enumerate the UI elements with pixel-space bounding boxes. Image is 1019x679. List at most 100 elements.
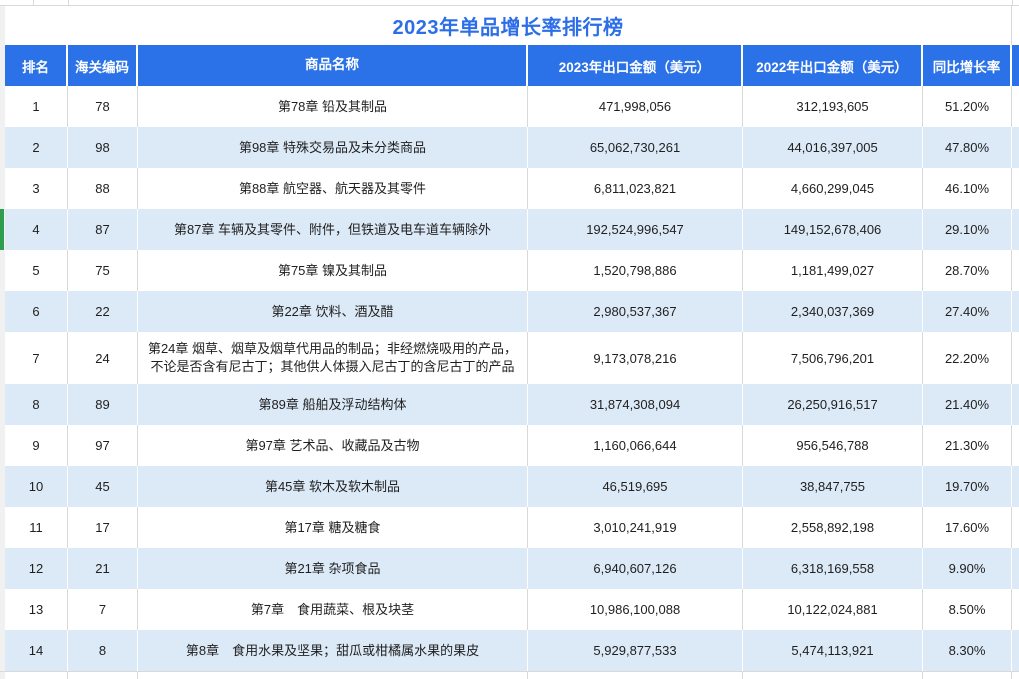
cell-growth-rate[interactable]: 22.20% (923, 332, 1012, 384)
cell-export-2023[interactable]: 46,519,695 (528, 466, 743, 507)
cell-product-name[interactable]: 第24章 烟草、烟草及烟草代用品的制品；非经燃烧吸用的产品，不论是否含有尼古丁；… (138, 332, 528, 384)
cell-customs-code[interactable]: 24 (68, 332, 138, 384)
cell-growth-rate[interactable]: 8.30% (923, 630, 1012, 671)
table-row[interactable]: 9 97 第97章 艺术品、收藏品及古物 1,160,066,644 956,5… (0, 425, 1019, 466)
cell-export-2023[interactable]: 9,173,078,216 (528, 332, 743, 384)
cell-customs-code[interactable]: 97 (68, 425, 138, 466)
cell-growth-rate[interactable]: 17.60% (923, 507, 1012, 548)
cell-export-2023[interactable]: 6,940,607,126 (528, 548, 743, 589)
cell-customs-code[interactable]: 21 (68, 548, 138, 589)
table-row[interactable]: 12 21 第21章 杂项食品 6,940,607,126 6,318,169,… (0, 548, 1019, 589)
cell-growth-rate[interactable]: 47.80% (923, 127, 1012, 168)
column-header-product-name[interactable]: 商品名称 (138, 45, 528, 86)
cell-rank[interactable]: 1 (5, 86, 68, 127)
cell-export-2022[interactable]: 7,506,796,201 (743, 332, 923, 384)
cell-customs-code[interactable]: 98 (68, 127, 138, 168)
cell-customs-code[interactable]: 8 (68, 630, 138, 671)
cell-rank[interactable]: 6 (5, 291, 68, 332)
cell-export-2023[interactable]: 1,160,066,644 (528, 425, 743, 466)
cell-rank[interactable]: 11 (5, 507, 68, 548)
column-header-growth-rate[interactable]: 同比增长率 (923, 45, 1012, 86)
cell-customs-code[interactable]: 87 (68, 209, 138, 250)
column-header-export-2023[interactable]: 2023年出口金额（美元） (528, 45, 743, 86)
cell-product-name[interactable]: 第45章 软木及软木制品 (138, 466, 528, 507)
cell-growth-rate[interactable]: 51.20% (923, 86, 1012, 127)
column-header-export-2022[interactable]: 2022年出口金额（美元） (743, 45, 923, 86)
cell-export-2022[interactable]: 4,660,299,045 (743, 168, 923, 209)
cell-growth-rate[interactable]: 27.40% (923, 291, 1012, 332)
table-row[interactable]: 7 24 第24章 烟草、烟草及烟草代用品的制品；非经燃烧吸用的产品，不论是否含… (0, 332, 1019, 384)
cell-customs-code[interactable]: 17 (68, 507, 138, 548)
table-row[interactable]: 14 8 第8章 食用水果及坚果；甜瓜或柑橘属水果的果皮 5,929,877,5… (0, 630, 1019, 671)
cell-rank[interactable]: 7 (5, 332, 68, 384)
cell-rank[interactable]: 10 (5, 466, 68, 507)
cell-rank[interactable]: 3 (5, 168, 68, 209)
cell-product-name[interactable]: 第17章 糖及糖食 (138, 507, 528, 548)
cell-customs-code[interactable]: 75 (68, 250, 138, 291)
cell-product-name[interactable]: 第78章 铅及其制品 (138, 86, 528, 127)
cell-growth-rate[interactable]: 21.40% (923, 384, 1012, 425)
cell-product-name[interactable]: 第98章 特殊交易品及未分类商品 (138, 127, 528, 168)
table-row[interactable]: 2 98 第98章 特殊交易品及未分类商品 65,062,730,261 44,… (0, 127, 1019, 168)
cell-export-2022[interactable]: 312,193,605 (743, 86, 923, 127)
cell-rank[interactable]: 2 (5, 127, 68, 168)
cell-export-2023[interactable]: 192,524,996,547 (528, 209, 743, 250)
cell-growth-rate[interactable]: 19.70% (923, 466, 1012, 507)
cell-customs-code[interactable]: 78 (68, 86, 138, 127)
cell-export-2022[interactable]: 38,847,755 (743, 466, 923, 507)
cell-product-name[interactable]: 第88章 航空器、航天器及其零件 (138, 168, 528, 209)
cell-growth-rate[interactable]: 28.70% (923, 250, 1012, 291)
cell-export-2023[interactable]: 471,998,056 (528, 86, 743, 127)
cell-product-name[interactable]: 第75章 镍及其制品 (138, 250, 528, 291)
cell-product-name[interactable]: 第8章 食用水果及坚果；甜瓜或柑橘属水果的果皮 (138, 630, 528, 671)
cell-product-name[interactable]: 第7章 食用蔬菜、根及块茎 (138, 589, 528, 630)
cell-customs-code[interactable]: 22 (68, 291, 138, 332)
cell-product-name[interactable]: 第97章 艺术品、收藏品及古物 (138, 425, 528, 466)
cell-product-name[interactable]: 第89章 船舶及浮动结构体 (138, 384, 528, 425)
cell-export-2023[interactable]: 65,062,730,261 (528, 127, 743, 168)
cell-customs-code[interactable]: 89 (68, 384, 138, 425)
cell-export-2022[interactable]: 10,122,024,881 (743, 589, 923, 630)
cell-rank[interactable]: 9 (5, 425, 68, 466)
cell-export-2022[interactable]: 5,474,113,921 (743, 630, 923, 671)
cell-growth-rate[interactable]: 46.10% (923, 168, 1012, 209)
cell-export-2022[interactable]: 149,152,678,406 (743, 209, 923, 250)
table-row[interactable]: 1 78 第78章 铅及其制品 471,998,056 312,193,605 … (0, 86, 1019, 127)
cell-customs-code[interactable]: 88 (68, 168, 138, 209)
table-row[interactable]: 5 75 第75章 镍及其制品 1,520,798,886 1,181,499,… (0, 250, 1019, 291)
column-header-customs-code[interactable]: 海关编码 (68, 45, 138, 86)
cell-export-2022[interactable]: 2,558,892,198 (743, 507, 923, 548)
column-header-rank[interactable]: 排名 (5, 45, 68, 86)
cell-export-2023[interactable]: 3,010,241,919 (528, 507, 743, 548)
cell-growth-rate[interactable]: 8.50% (923, 589, 1012, 630)
table-row[interactable]: 10 45 第45章 软木及软木制品 46,519,695 38,847,755… (0, 466, 1019, 507)
cell-rank[interactable]: 14 (5, 630, 68, 671)
cell-rank[interactable]: 8 (5, 384, 68, 425)
cell-customs-code[interactable]: 45 (68, 466, 138, 507)
cell-growth-rate[interactable]: 9.90% (923, 548, 1012, 589)
cell-product-name[interactable]: 第22章 饮料、酒及醋 (138, 291, 528, 332)
cell-product-name[interactable]: 第21章 杂项食品 (138, 548, 528, 589)
cell-rank[interactable]: 12 (5, 548, 68, 589)
cell-export-2023[interactable]: 10,986,100,088 (528, 589, 743, 630)
cell-rank[interactable]: 13 (5, 589, 68, 630)
cell-export-2023[interactable]: 5,929,877,533 (528, 630, 743, 671)
cell-export-2022[interactable]: 6,318,169,558 (743, 548, 923, 589)
cell-growth-rate[interactable]: 29.10% (923, 209, 1012, 250)
table-row[interactable]: 4 87 第87章 车辆及其零件、附件，但铁道及电车道车辆除外 192,524,… (0, 209, 1019, 250)
cell-growth-rate[interactable]: 21.30% (923, 425, 1012, 466)
cell-export-2023[interactable]: 2,980,537,367 (528, 291, 743, 332)
table-row[interactable]: 6 22 第22章 饮料、酒及醋 2,980,537,367 2,340,037… (0, 291, 1019, 332)
table-row[interactable]: 11 17 第17章 糖及糖食 3,010,241,919 2,558,892,… (0, 507, 1019, 548)
cell-export-2022[interactable]: 26,250,916,517 (743, 384, 923, 425)
table-row[interactable]: 3 88 第88章 航空器、航天器及其零件 6,811,023,821 4,66… (0, 168, 1019, 209)
cell-export-2023[interactable]: 1,520,798,886 (528, 250, 743, 291)
cell-export-2022[interactable]: 2,340,037,369 (743, 291, 923, 332)
cell-rank[interactable]: 4 (5, 209, 68, 250)
cell-export-2023[interactable]: 6,811,023,821 (528, 168, 743, 209)
cell-export-2022[interactable]: 1,181,499,027 (743, 250, 923, 291)
table-row[interactable]: 8 89 第89章 船舶及浮动结构体 31,874,308,094 26,250… (0, 384, 1019, 425)
cell-export-2022[interactable]: 44,016,397,005 (743, 127, 923, 168)
cell-rank[interactable]: 5 (5, 250, 68, 291)
cell-export-2023[interactable]: 31,874,308,094 (528, 384, 743, 425)
